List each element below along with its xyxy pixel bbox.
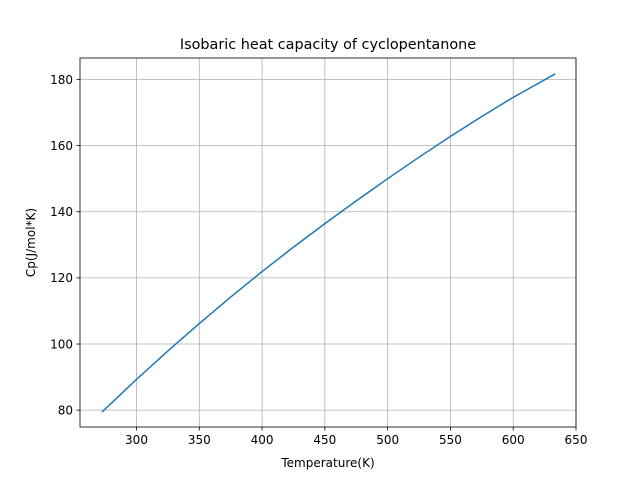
y-tick-label: 140 <box>50 205 73 219</box>
x-tick-label: 550 <box>439 433 462 447</box>
x-axis-label: Temperature(K) <box>280 456 374 470</box>
y-axis-ticks: 80 100 120 140 160 180 <box>50 73 80 417</box>
y-tick-label: 80 <box>58 403 73 417</box>
y-tick-label: 120 <box>50 271 73 285</box>
y-axis-label: Cp(J/mol*K) <box>24 208 38 277</box>
chart-title: Isobaric heat capacity of cyclopentanone <box>180 37 476 53</box>
x-tick-label: 400 <box>251 433 274 447</box>
x-tick-label: 650 <box>565 433 588 447</box>
x-tick-label: 300 <box>125 433 148 447</box>
y-tick-label: 180 <box>50 73 73 87</box>
y-tick-label: 100 <box>50 337 73 351</box>
x-tick-label: 600 <box>502 433 525 447</box>
x-tick-label: 350 <box>188 433 211 447</box>
plot-frame <box>79 57 577 428</box>
series-line-0 <box>101 73 556 413</box>
y-tick-label: 160 <box>50 139 73 153</box>
x-axis-ticks: 300 350 400 450 500 550 600 650 <box>125 427 587 447</box>
x-tick-label: 450 <box>313 433 336 447</box>
grid <box>80 58 577 427</box>
x-tick-label: 500 <box>376 433 399 447</box>
series-layer <box>101 73 556 413</box>
